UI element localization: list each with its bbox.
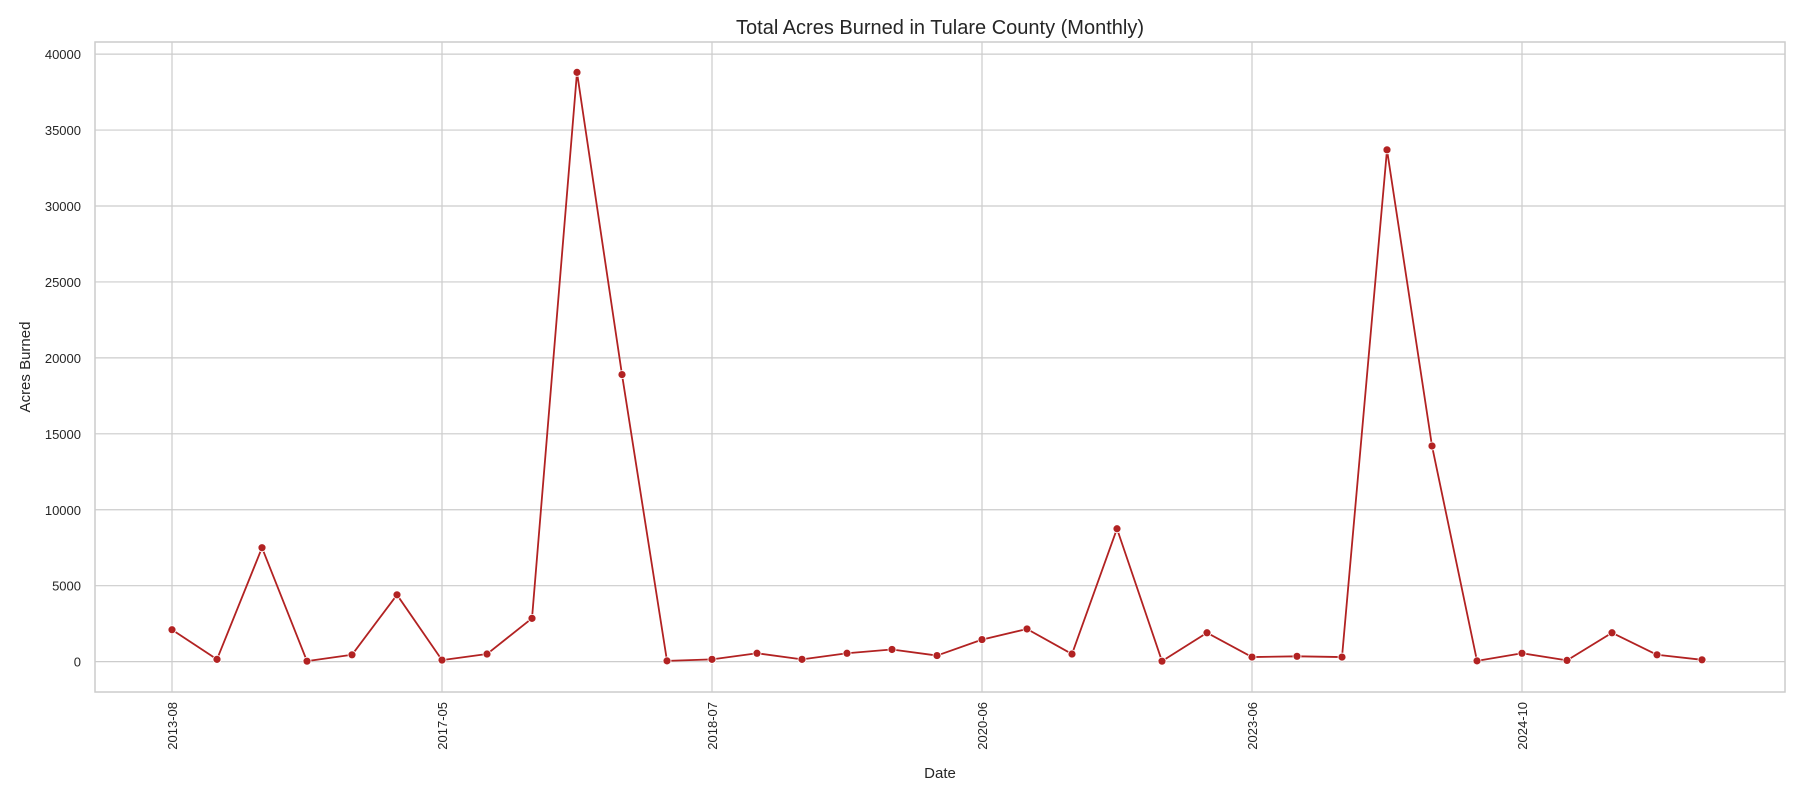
data-point bbox=[167, 625, 177, 635]
data-point bbox=[1562, 656, 1572, 665]
data-point bbox=[1292, 651, 1302, 661]
data-point bbox=[752, 648, 762, 658]
data-point bbox=[842, 648, 852, 658]
data-point bbox=[1427, 441, 1437, 451]
x-tick-label: 2013-08 bbox=[165, 702, 180, 750]
grid-lines bbox=[95, 42, 1785, 692]
y-tick-label: 5000 bbox=[52, 579, 81, 594]
data-point bbox=[1247, 652, 1257, 662]
y-tick-label: 10000 bbox=[45, 503, 81, 518]
x-axis-label: Date bbox=[924, 765, 956, 782]
x-tick-labels: 2013-08 2017-05 2018-07 2020-06 2023-06 2024-… bbox=[165, 702, 1530, 750]
y-tick-label: 15000 bbox=[45, 427, 81, 442]
data-point bbox=[1472, 656, 1482, 666]
data-point bbox=[1202, 628, 1212, 638]
data-point bbox=[1382, 145, 1392, 155]
x-tick-label: 2018-07 bbox=[705, 702, 720, 750]
plot-frame bbox=[94, 41, 1786, 693]
data-point bbox=[887, 645, 897, 654]
data-point bbox=[437, 655, 447, 665]
y-tick-label: 30000 bbox=[45, 199, 81, 214]
data-point bbox=[1112, 524, 1122, 534]
y-tick-labels: 0 5000 10000 15000 20000 25000 30000 35000 40000 bbox=[45, 47, 81, 669]
data-point bbox=[1022, 624, 1032, 634]
y-tick-label: 35000 bbox=[45, 123, 81, 138]
data-point bbox=[392, 590, 402, 600]
y-tick-label: 0 bbox=[74, 655, 81, 670]
data-point bbox=[707, 654, 717, 664]
y-tick-label: 40000 bbox=[45, 47, 81, 62]
data-point bbox=[662, 656, 672, 666]
data-point bbox=[617, 370, 627, 379]
data-point bbox=[797, 654, 807, 664]
data-point bbox=[1607, 628, 1617, 638]
y-tick-label: 20000 bbox=[45, 351, 81, 366]
data-point bbox=[1652, 650, 1662, 660]
data-point bbox=[977, 635, 987, 645]
data-point bbox=[527, 613, 537, 623]
data-point bbox=[1067, 649, 1077, 659]
data-point bbox=[1517, 648, 1527, 658]
data-point bbox=[482, 649, 492, 659]
data-point bbox=[932, 651, 942, 660]
data-point bbox=[347, 650, 357, 660]
x-tick-label: 2023-06 bbox=[1245, 702, 1260, 750]
data-series bbox=[167, 67, 1707, 666]
data-point bbox=[572, 67, 582, 77]
data-point bbox=[1157, 656, 1167, 666]
x-tick-label: 2024-10 bbox=[1515, 702, 1530, 750]
series-line bbox=[171, 71, 1703, 663]
chart-title: Total Acres Burned in Tulare County (Mon… bbox=[736, 17, 1144, 39]
data-point bbox=[257, 543, 267, 553]
data-point bbox=[1697, 655, 1707, 665]
data-point bbox=[212, 654, 222, 664]
data-point bbox=[1337, 652, 1347, 662]
data-point bbox=[302, 656, 312, 666]
y-axis-label: Acres Burned bbox=[17, 322, 34, 413]
x-tick-label: 2017-05 bbox=[435, 702, 450, 750]
y-tick-label: 25000 bbox=[45, 275, 81, 290]
x-tick-label: 2020-06 bbox=[975, 702, 990, 750]
